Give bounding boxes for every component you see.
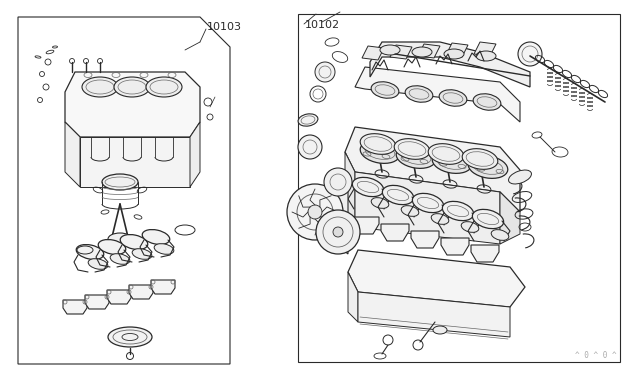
- Ellipse shape: [298, 114, 318, 126]
- Ellipse shape: [108, 233, 132, 245]
- Polygon shape: [80, 137, 190, 187]
- Text: ^ 0 ^ 0 ^: ^ 0 ^ 0 ^: [575, 351, 617, 360]
- Polygon shape: [333, 172, 348, 254]
- Circle shape: [333, 227, 343, 237]
- Polygon shape: [65, 122, 80, 187]
- Ellipse shape: [98, 240, 126, 254]
- Polygon shape: [441, 238, 469, 255]
- Text: 10102: 10102: [305, 20, 340, 30]
- Polygon shape: [190, 122, 200, 187]
- Ellipse shape: [462, 149, 498, 169]
- Polygon shape: [348, 272, 358, 322]
- Polygon shape: [381, 224, 409, 241]
- Polygon shape: [355, 172, 500, 244]
- Circle shape: [324, 168, 352, 196]
- Ellipse shape: [108, 327, 152, 347]
- Ellipse shape: [461, 222, 479, 232]
- Ellipse shape: [360, 141, 400, 163]
- Polygon shape: [358, 292, 510, 337]
- Circle shape: [298, 135, 322, 159]
- Ellipse shape: [473, 94, 501, 110]
- Ellipse shape: [396, 145, 436, 169]
- Polygon shape: [85, 295, 109, 309]
- Polygon shape: [500, 192, 520, 244]
- Ellipse shape: [476, 51, 496, 61]
- Ellipse shape: [405, 86, 433, 102]
- Ellipse shape: [353, 177, 383, 197]
- Ellipse shape: [120, 235, 148, 250]
- Polygon shape: [18, 17, 230, 364]
- Polygon shape: [63, 300, 87, 314]
- Ellipse shape: [114, 77, 150, 97]
- Ellipse shape: [132, 249, 152, 259]
- Ellipse shape: [142, 230, 170, 244]
- Polygon shape: [129, 285, 153, 299]
- Polygon shape: [418, 44, 440, 58]
- Ellipse shape: [439, 90, 467, 106]
- Ellipse shape: [431, 214, 449, 224]
- Ellipse shape: [428, 144, 464, 164]
- Ellipse shape: [472, 209, 504, 229]
- Ellipse shape: [110, 254, 130, 264]
- Ellipse shape: [432, 151, 472, 173]
- Polygon shape: [355, 67, 520, 122]
- Text: 10103: 10103: [207, 22, 242, 32]
- Polygon shape: [362, 46, 384, 60]
- Polygon shape: [345, 152, 355, 227]
- Ellipse shape: [76, 244, 104, 259]
- Polygon shape: [446, 43, 468, 57]
- Ellipse shape: [468, 155, 508, 179]
- Ellipse shape: [371, 198, 388, 208]
- Polygon shape: [390, 45, 412, 59]
- Circle shape: [518, 42, 542, 66]
- Ellipse shape: [102, 174, 138, 190]
- Polygon shape: [348, 250, 525, 307]
- Polygon shape: [345, 127, 520, 212]
- Ellipse shape: [360, 134, 396, 154]
- Ellipse shape: [88, 259, 108, 269]
- Polygon shape: [411, 231, 439, 248]
- Ellipse shape: [442, 201, 474, 221]
- Ellipse shape: [371, 82, 399, 98]
- Polygon shape: [151, 280, 175, 294]
- Polygon shape: [471, 245, 499, 262]
- Circle shape: [316, 210, 360, 254]
- Polygon shape: [65, 72, 200, 137]
- Ellipse shape: [509, 170, 531, 184]
- Ellipse shape: [412, 193, 444, 213]
- Ellipse shape: [412, 47, 432, 57]
- Polygon shape: [370, 42, 530, 87]
- Ellipse shape: [444, 49, 464, 59]
- Ellipse shape: [146, 77, 182, 97]
- Polygon shape: [351, 217, 379, 234]
- Ellipse shape: [154, 244, 174, 254]
- Circle shape: [315, 62, 335, 82]
- Polygon shape: [107, 290, 131, 304]
- Ellipse shape: [433, 326, 447, 334]
- Ellipse shape: [82, 77, 118, 97]
- Ellipse shape: [382, 185, 413, 205]
- Circle shape: [287, 184, 343, 240]
- Polygon shape: [298, 14, 620, 362]
- Ellipse shape: [380, 45, 400, 55]
- Ellipse shape: [492, 230, 509, 240]
- Ellipse shape: [401, 206, 419, 217]
- Ellipse shape: [394, 139, 430, 159]
- Polygon shape: [474, 42, 496, 56]
- Circle shape: [308, 205, 322, 219]
